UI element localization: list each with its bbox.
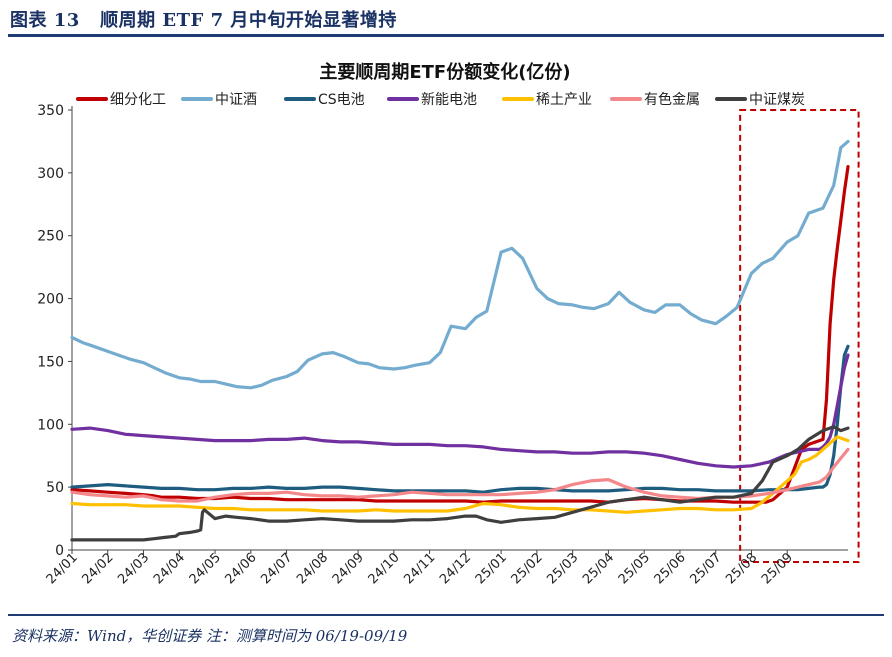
y-tick-label: 50: [46, 480, 64, 496]
y-tick-label: 250: [37, 229, 64, 245]
x-tick-label: 25/09: [759, 550, 796, 587]
legend-label: 有色金属: [644, 91, 700, 108]
legend-label: 细分化工: [110, 92, 166, 108]
y-tick-label: 0: [55, 543, 64, 559]
axes: [68, 106, 848, 554]
x-tick-label: 25/04: [580, 550, 617, 587]
x-tick-label: 24/03: [115, 550, 152, 587]
legend: 细分化工 中证酒 CS电池 新能电池 稀土产业 有色金属 中证煤炭: [76, 91, 805, 108]
y-tick-label: 350: [37, 103, 64, 119]
x-tick-label: 24/12: [437, 550, 474, 587]
highlight-box: [739, 109, 860, 563]
x-tick-label: 24/06: [223, 550, 260, 587]
x-tick-label: 25/05: [616, 550, 653, 587]
series-line-中证煤炭: [70, 425, 850, 542]
footer-rule: [8, 614, 884, 616]
x-tick-label: 25/07: [687, 550, 724, 587]
series-line-CS电池: [70, 344, 850, 494]
x-tick-label: 24/08: [294, 550, 331, 587]
source-note: 资料来源：Wind，华创证券 注：测算时间为 06/19-09/19: [12, 627, 408, 645]
x-tick-label: 25/01: [473, 550, 510, 587]
x-tick-label: 24/09: [330, 550, 367, 587]
figure-title: 顺周期 ETF 7 月中旬开始显著增持: [100, 10, 397, 31]
series-line-稀土产业: [70, 435, 850, 514]
legend-label: 中证酒: [215, 92, 257, 108]
legend-label: 稀土产业: [536, 92, 592, 108]
x-tick-label: 24/05: [187, 550, 224, 587]
series-line-有色金属: [70, 447, 850, 503]
legend-label: 中证煤炭: [749, 92, 805, 108]
legend-label: 新能电池: [421, 92, 477, 108]
chart-title: 主要顺周期ETF份额变化(亿份): [319, 61, 570, 83]
legend-label: CS电池: [318, 92, 365, 108]
tick-labels: 05010015020025030035024/0124/0224/0324/0…: [37, 103, 796, 587]
x-tick-label: 24/11: [401, 550, 438, 587]
y-tick-label: 300: [37, 166, 64, 182]
x-tick-label: 24/10: [366, 550, 403, 587]
series-layer: [70, 139, 850, 542]
y-tick-label: 200: [37, 292, 64, 308]
x-tick-label: 25/06: [652, 550, 689, 587]
series-line-新能电池: [70, 353, 850, 469]
x-tick-label: 25/03: [544, 550, 581, 587]
x-tick-label: 25/02: [509, 550, 546, 587]
figure-label: 图表 13: [10, 10, 80, 31]
header-rule: [8, 34, 884, 37]
highlight-rect: [739, 109, 860, 563]
x-tick-label: 24/02: [79, 550, 116, 587]
x-tick-label: 25/08: [723, 550, 760, 587]
y-tick-label: 150: [37, 354, 64, 370]
x-tick-label: 24/04: [151, 550, 188, 587]
figure-label-title: 图表 13 顺周期 ETF 7 月中旬开始显著增持: [10, 6, 397, 32]
x-tick-label: 24/07: [258, 550, 295, 587]
series-line-中证酒: [70, 139, 850, 390]
y-tick-label: 100: [37, 417, 64, 433]
series-line-细分化工: [70, 165, 850, 504]
